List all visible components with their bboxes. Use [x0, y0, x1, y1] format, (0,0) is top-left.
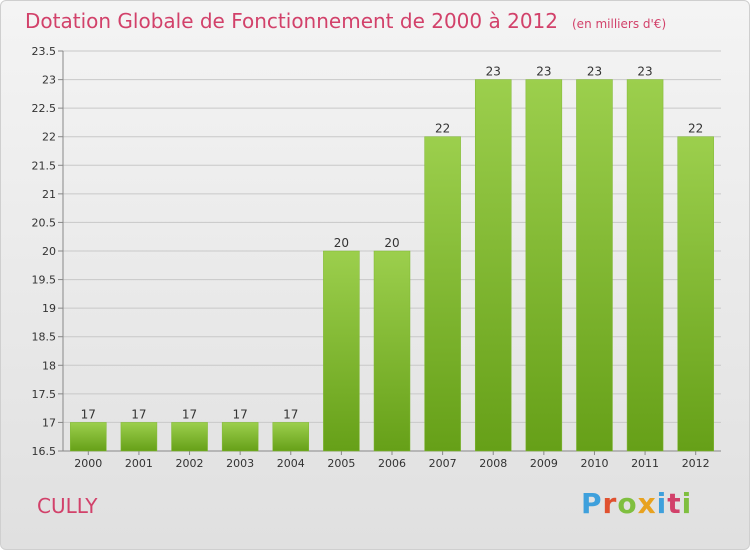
value-label-2012: 22	[688, 122, 703, 136]
title-text: Dotation Globale de Fonctionnement de 20…	[25, 9, 558, 33]
y-tick-label: 17	[42, 416, 56, 429]
value-label-2000: 17	[81, 407, 96, 421]
y-tick-label: 16.5	[32, 445, 57, 458]
bar-2011	[626, 79, 664, 452]
y-tick-label: 23.5	[32, 45, 57, 58]
value-label-2002: 17	[182, 407, 197, 421]
x-tick-label-2007: 2007	[429, 457, 457, 470]
labels: 17 2000 17 2001 17 2002 17 2003 17 2004 20 2005 20 20…	[74, 65, 709, 470]
y-tick-label: 20.5	[32, 216, 57, 229]
x-tick-label-2008: 2008	[479, 457, 507, 470]
x-tick-label-2000: 2000	[74, 457, 102, 470]
x-tick-label-2005: 2005	[327, 457, 355, 470]
subtitle-text: (en milliers d'€)	[572, 17, 667, 31]
chart-title: Dotation Globale de Fonctionnement de 20…	[25, 9, 666, 33]
bar-2003	[221, 422, 259, 452]
value-label-2005: 20	[334, 236, 349, 250]
value-label-2007: 22	[435, 122, 450, 136]
bar-2000	[70, 422, 107, 452]
value-label-2003: 17	[233, 407, 248, 421]
bar-2001	[120, 422, 158, 452]
value-label-2004: 17	[283, 407, 298, 421]
value-label-2009: 23	[536, 65, 551, 79]
bar-2004	[272, 422, 310, 452]
commune-name: CULLY	[37, 494, 98, 518]
value-label-2010: 23	[587, 65, 602, 79]
x-tick-label-2004: 2004	[277, 457, 305, 470]
proxiti-logo: Proxiti	[581, 487, 693, 520]
x-tick-label-2006: 2006	[378, 457, 406, 470]
y-tick-label: 23	[42, 74, 56, 87]
y-tick-label: 20	[42, 245, 56, 258]
x-tick-label-2001: 2001	[125, 457, 153, 470]
bar-2009	[525, 79, 563, 452]
y-tick-label: 19.5	[32, 274, 57, 287]
x-tick-label-2011: 2011	[631, 457, 659, 470]
x-tick-label-2002: 2002	[176, 457, 204, 470]
bars	[70, 79, 714, 452]
value-label-2011: 23	[637, 65, 652, 79]
y-tick-label: 22.5	[32, 102, 57, 115]
x-tick-label-2010: 2010	[580, 457, 608, 470]
y-tick-label: 21.5	[32, 159, 57, 172]
bar-2012	[677, 136, 714, 452]
bar-2008	[474, 79, 512, 452]
bar-2006	[373, 250, 411, 452]
x-tick-label-2003: 2003	[226, 457, 254, 470]
y-tick-label: 21	[42, 188, 56, 201]
bar-2005	[323, 250, 360, 452]
y-tick-label: 17.5	[32, 388, 57, 401]
y-tick-label: 19	[42, 302, 56, 315]
value-label-2001: 17	[131, 407, 146, 421]
y-tick-label: 18.5	[32, 331, 57, 344]
y-tick-label: 22	[42, 131, 56, 144]
bar-2002	[171, 422, 208, 452]
x-tick-label-2012: 2012	[682, 457, 710, 470]
y-tick-label: 18	[42, 359, 56, 372]
bar-2010	[576, 79, 613, 452]
value-label-2008: 23	[486, 65, 501, 79]
x-tick-label-2009: 2009	[530, 457, 558, 470]
bar-2007	[424, 136, 461, 452]
value-label-2006: 20	[384, 236, 399, 250]
